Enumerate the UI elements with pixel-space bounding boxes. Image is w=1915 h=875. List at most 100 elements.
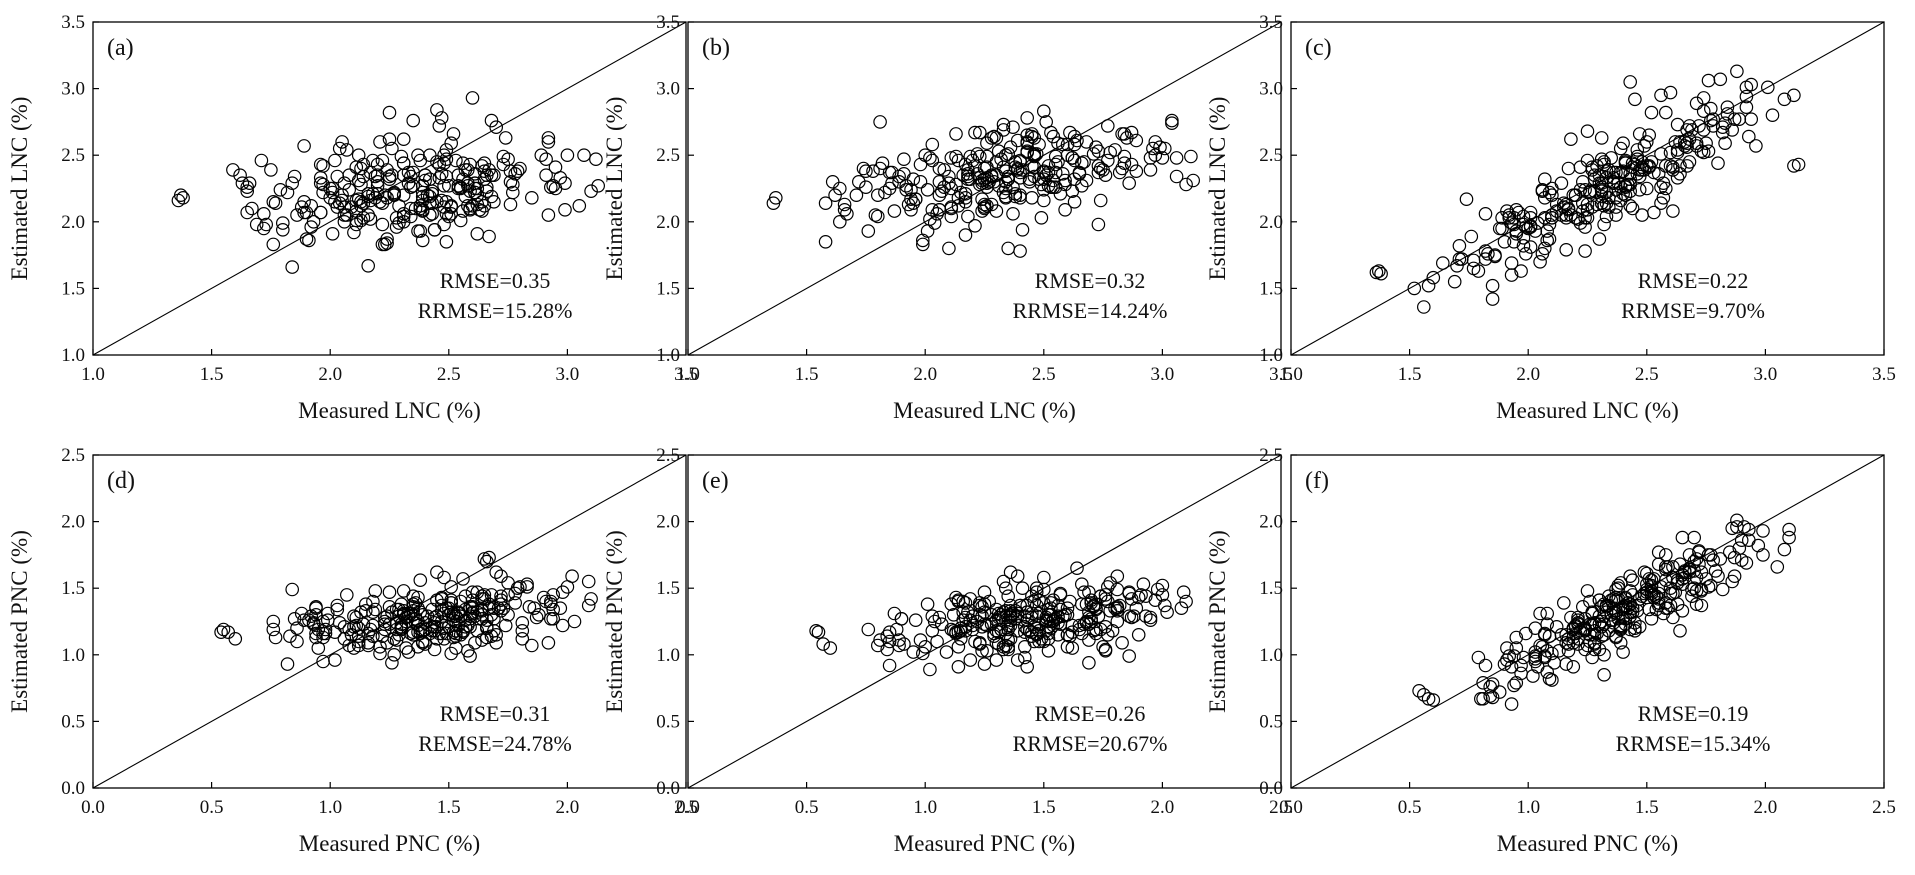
data-point	[216, 622, 231, 637]
data-point	[515, 615, 530, 630]
data-point	[330, 169, 345, 184]
chart-panel: 1.01.0 1.5 1.5 2.0 2.0 2.5 2.5 3.0 3.0 3.5 3.5 (c) R…	[1205, 12, 1896, 423]
data-point	[1507, 678, 1521, 693]
plot-frame	[687, 21, 1282, 356]
data-point	[1573, 623, 1588, 638]
data-point	[1621, 596, 1635, 610]
data-point	[589, 152, 603, 166]
data-point	[934, 184, 949, 198]
data-point	[513, 161, 527, 176]
data-point	[1675, 530, 1690, 545]
data-point	[548, 160, 563, 174]
data-point	[1782, 530, 1796, 545]
data-point	[818, 196, 833, 210]
data-point	[427, 610, 442, 625]
data-point	[1471, 650, 1486, 665]
data-point	[422, 189, 437, 204]
data-point	[1611, 578, 1626, 593]
data-point	[1184, 149, 1198, 164]
data-point	[1039, 623, 1053, 638]
data-point	[984, 197, 999, 212]
data-point	[1720, 100, 1735, 114]
data-point	[347, 609, 361, 623]
y-tick-label: 1.0	[656, 345, 680, 366]
rrmse-label: REMSE=24.78%	[418, 731, 572, 756]
data-point	[1110, 614, 1125, 629]
data-point	[944, 151, 959, 165]
data-point	[228, 631, 243, 646]
data-point	[513, 580, 527, 594]
data-point	[1003, 631, 1018, 646]
data-point	[403, 209, 418, 224]
data-point	[1155, 578, 1170, 593]
data-point	[1599, 164, 1614, 178]
data-point	[1640, 566, 1654, 581]
data-point	[444, 136, 458, 150]
data-point	[290, 634, 304, 649]
data-point	[897, 152, 911, 166]
data-point	[859, 180, 873, 194]
data-point	[468, 167, 482, 181]
data-point	[1692, 544, 1706, 558]
data-point	[577, 148, 591, 162]
data-point	[984, 131, 999, 145]
data-point	[887, 204, 902, 218]
data-point	[347, 225, 361, 240]
data-point	[1153, 140, 1167, 154]
data-point	[825, 175, 840, 189]
data-point	[1587, 623, 1602, 638]
data-point	[1131, 590, 1146, 605]
data-point	[356, 617, 371, 631]
data-point	[174, 188, 188, 202]
data-point	[1101, 119, 1115, 133]
y-axis-label: Estimated LNC (%)	[7, 97, 32, 281]
data-point	[1139, 609, 1153, 623]
data-point	[923, 212, 937, 226]
data-point	[977, 585, 992, 599]
data-point	[313, 205, 328, 220]
rmse-label: RMSE=0.19	[1638, 701, 1749, 726]
data-point	[240, 184, 254, 198]
y-tick-label: 3.5	[61, 12, 85, 33]
data-point	[1122, 586, 1136, 601]
data-point	[387, 647, 401, 662]
data-point	[1659, 548, 1673, 562]
data-point	[328, 153, 342, 168]
data-point	[882, 625, 897, 639]
data-point	[520, 580, 534, 594]
data-point	[1160, 605, 1174, 619]
data-point	[1659, 105, 1673, 120]
data-point	[1037, 596, 1051, 610]
data-point	[1632, 619, 1647, 634]
data-point	[1644, 611, 1659, 626]
data-point	[226, 163, 240, 177]
data-point	[567, 614, 582, 629]
data-point	[1578, 220, 1592, 234]
data-point	[1478, 658, 1493, 673]
data-point	[878, 185, 892, 200]
data-point	[1502, 649, 1516, 663]
data-point	[1048, 165, 1063, 180]
data-point	[285, 176, 299, 190]
data-point	[456, 623, 470, 638]
data-point	[1718, 116, 1732, 130]
data-point	[1561, 631, 1576, 646]
rrmse-label: RRMSE=15.28%	[418, 298, 573, 323]
data-point	[1623, 199, 1637, 213]
data-point	[354, 161, 368, 176]
data-point	[1659, 181, 1673, 196]
data-point	[1056, 137, 1070, 152]
data-point	[1725, 521, 1739, 536]
data-point	[1689, 570, 1704, 585]
data-point	[427, 619, 442, 634]
y-tick-label: 1.0	[61, 645, 85, 666]
data-point	[311, 622, 326, 637]
data-point	[363, 212, 378, 226]
x-axis-label: Measured PNC (%)	[299, 831, 480, 856]
data-point	[870, 209, 885, 224]
data-point	[1003, 140, 1018, 154]
data-point	[1497, 235, 1512, 249]
panel-label: (f)	[1305, 468, 1329, 494]
data-point	[406, 603, 420, 618]
data-point	[1540, 606, 1554, 621]
